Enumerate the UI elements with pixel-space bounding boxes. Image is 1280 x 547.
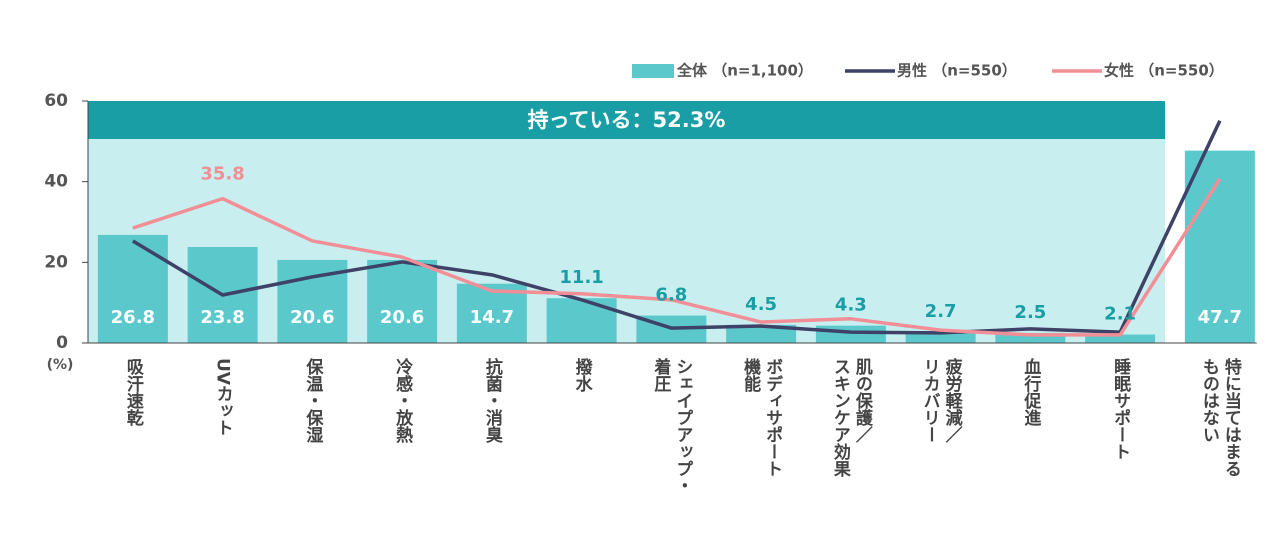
highlight-region [88, 101, 1165, 343]
bar [456, 283, 527, 343]
y-tick-label: 0 [56, 333, 68, 353]
data-label: 2.7 [925, 301, 957, 322]
bar [97, 234, 168, 343]
data-label: 6.8 [655, 285, 687, 306]
x-tick-label: UVカット [213, 358, 233, 436]
y-unit: (%) [47, 357, 74, 373]
x-tick-label: 血行促進 [1020, 357, 1042, 427]
data-label: 35.8 [200, 164, 244, 185]
data-label: 47.7 [1198, 307, 1242, 328]
bar [546, 298, 617, 343]
bar [726, 324, 797, 343]
x-tick-label: 疲労軽減／リカバリー [920, 357, 963, 443]
bar [905, 332, 976, 343]
data-label: 4.3 [835, 295, 867, 316]
data-label: 11.1 [559, 267, 603, 288]
data-label: 14.7 [470, 307, 514, 328]
x-tick-label: 吸汗速乾 [123, 358, 144, 426]
bar [815, 325, 886, 343]
x-tick-label: 抗菌・消臭 [482, 357, 503, 444]
data-label: 26.8 [111, 307, 155, 328]
line [131, 120, 1222, 335]
x-tick-label: ボディサポート機能 [740, 357, 783, 477]
banner-text: 持っている：52.3% [528, 108, 726, 132]
data-label: 23.8 [200, 307, 244, 328]
data-label: 20.6 [290, 307, 334, 328]
legend-swatch [632, 64, 674, 78]
data-label: 2.5 [1014, 302, 1046, 323]
y-tick-label: 60 [44, 91, 68, 111]
y-tick-label: 40 [44, 172, 68, 192]
bar [367, 259, 438, 343]
data-label: 2.1 [1104, 304, 1136, 325]
x-tick-label: 保温・保湿 [302, 357, 324, 443]
x-tick-label: 肌の保護／スキンケア効果 [830, 358, 874, 478]
bar [1184, 150, 1255, 343]
legend-label: 女性 （n=550） [1104, 62, 1224, 80]
x-tick-label: シェイプアップ・着圧 [650, 357, 692, 494]
banner [88, 101, 1165, 139]
data-label: 4.5 [745, 294, 777, 315]
data-label: 20.6 [380, 307, 424, 328]
bar [995, 332, 1066, 343]
x-tick-label: 冷感・放熱 [392, 357, 414, 444]
line [132, 177, 1222, 337]
legend-label: 全体 （n=1,100） [676, 62, 813, 80]
x-tick-label: 特に当てはまるものはない [1199, 357, 1242, 477]
y-tick-label: 20 [44, 252, 68, 272]
legend-label: 男性 （n=550） [897, 62, 1017, 80]
x-tick-label: 撥水 [572, 357, 593, 393]
x-tick-label: 睡眠サポート [1110, 357, 1131, 460]
bar [1085, 334, 1156, 343]
